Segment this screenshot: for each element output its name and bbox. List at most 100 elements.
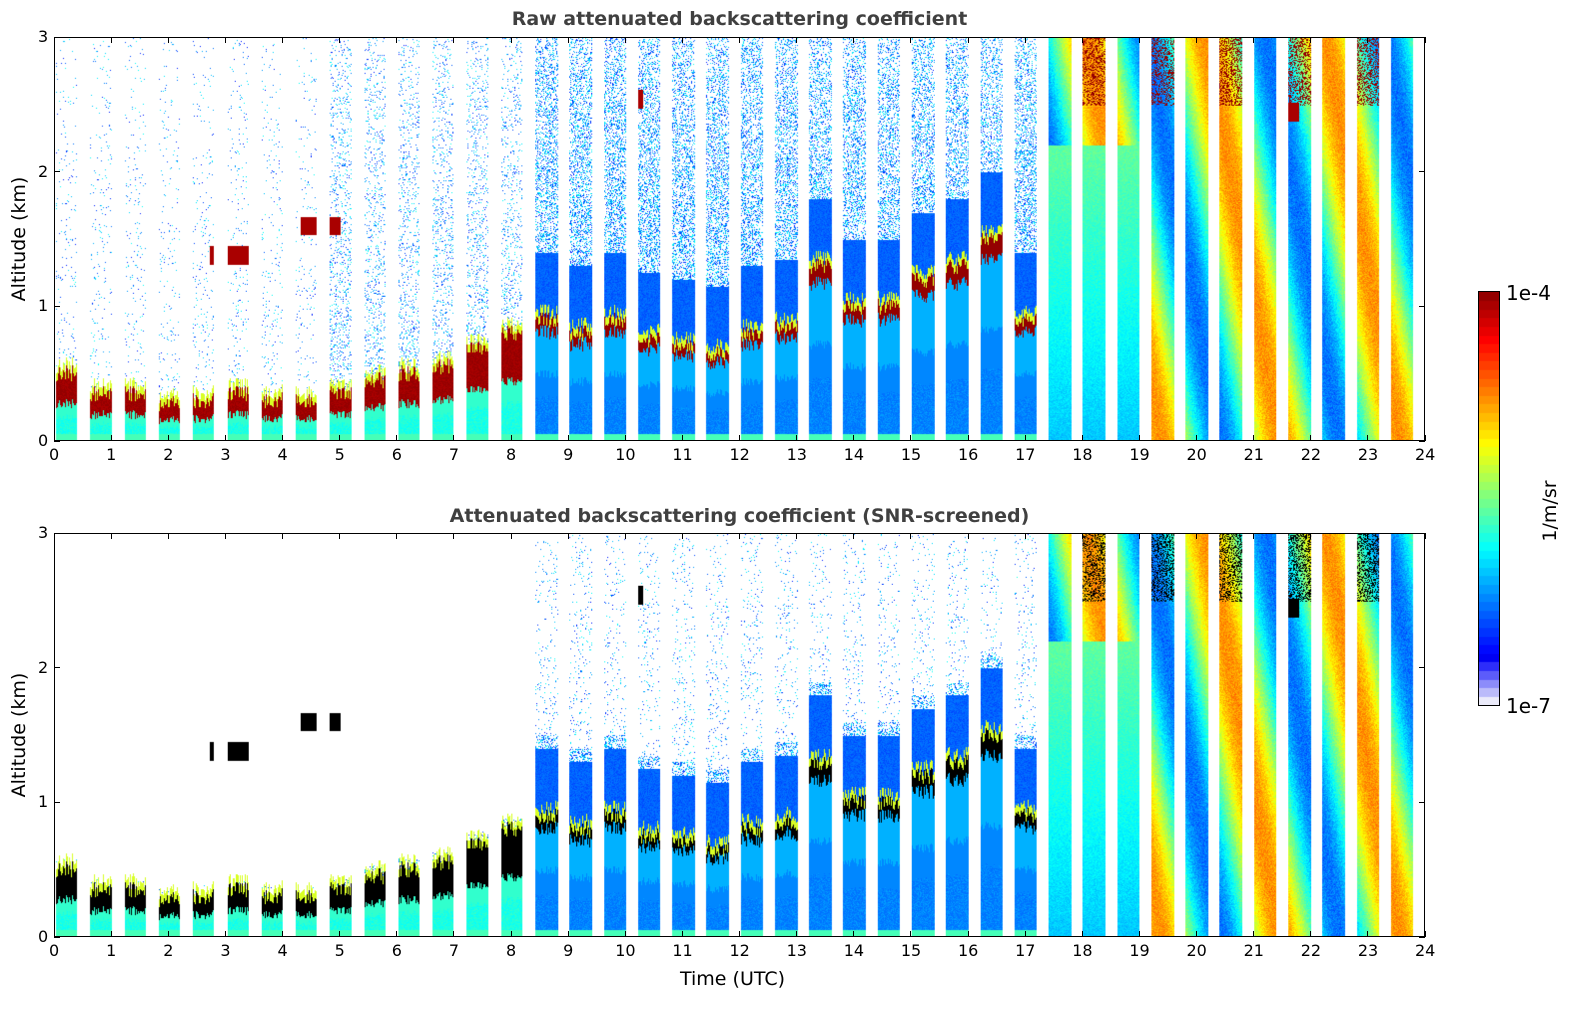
bottom-x-tick-mark — [1253, 931, 1255, 937]
bottom-x-tick-mark — [796, 533, 798, 539]
bottom-y-tick-label: 3 — [38, 523, 49, 542]
top-x-tick-label: 21 — [1243, 445, 1264, 464]
top-y-tick-label: 2 — [38, 161, 49, 181]
bottom-y-tick-mark — [1419, 532, 1425, 534]
top-x-tick-mark — [224, 37, 226, 43]
top-y-tick-mark — [1419, 171, 1425, 173]
top-y-tick-mark — [1419, 36, 1425, 38]
top-x-tick-mark — [396, 435, 398, 441]
x-axis-label: Time (UTC) — [680, 968, 786, 990]
top-y-axis-label: Altitude (km) — [8, 176, 30, 302]
bottom-x-tick-mark — [110, 931, 112, 937]
top-x-tick-mark — [396, 37, 398, 43]
top-x-tick-label: 0 — [49, 445, 60, 464]
top-panel-plot-area — [54, 37, 1425, 441]
bottom-x-tick-label: 13 — [786, 941, 807, 960]
top-x-tick-mark — [910, 37, 912, 43]
top-x-tick-mark — [53, 37, 55, 43]
bottom-x-tick-label: 10 — [615, 941, 636, 960]
bottom-x-tick-label: 16 — [958, 941, 979, 960]
bottom-x-tick-mark — [1196, 931, 1197, 937]
top-x-tick-label: 11 — [672, 445, 693, 464]
bottom-x-tick-label: 5 — [334, 941, 345, 960]
bottom-x-tick-mark — [796, 931, 798, 937]
bottom-x-tick-label: 2 — [163, 941, 174, 960]
bottom-x-tick-mark — [967, 533, 969, 539]
bottom-heatmap — [55, 534, 1424, 936]
bottom-x-tick-mark — [739, 931, 740, 937]
bottom-x-tick-mark — [681, 533, 683, 539]
bottom-x-tick-label: 6 — [391, 941, 402, 960]
top-x-tick-mark — [1253, 37, 1255, 43]
top-x-tick-mark — [1310, 37, 1312, 43]
bottom-x-tick-label: 24 — [1415, 941, 1436, 960]
top-x-tick-mark — [110, 37, 112, 43]
bottom-x-tick-mark — [1138, 533, 1140, 539]
top-x-tick-label: 18 — [1072, 445, 1093, 464]
bottom-x-tick-mark — [1367, 931, 1369, 937]
bottom-y-tick-label: 1 — [38, 792, 49, 812]
top-x-tick-label: 22 — [1300, 445, 1322, 464]
bottom-x-tick-mark — [339, 533, 341, 539]
top-x-tick-mark — [167, 435, 169, 441]
top-x-tick-mark — [1196, 435, 1197, 441]
top-x-tick-mark — [1138, 435, 1140, 441]
bottom-x-tick-label: 1 — [106, 941, 117, 960]
top-x-tick-mark — [1196, 37, 1197, 43]
top-x-tick-mark — [967, 37, 969, 43]
bottom-y-tick-mark — [54, 667, 60, 669]
bottom-x-tick-label: 8 — [506, 941, 517, 960]
bottom-x-tick-mark — [1310, 931, 1312, 937]
top-x-tick-label: 15 — [900, 445, 922, 464]
top-x-tick-label: 13 — [786, 445, 807, 464]
top-y-tick-mark — [1419, 305, 1425, 307]
bottom-y-tick-mark — [1419, 801, 1425, 803]
bottom-x-tick-mark — [1424, 533, 1426, 539]
top-x-tick-mark — [282, 435, 283, 441]
top-x-tick-label: 7 — [448, 445, 460, 464]
bottom-x-tick-mark — [53, 533, 55, 539]
top-x-tick-label: 17 — [1015, 445, 1036, 464]
bottom-x-tick-label: 23 — [1357, 941, 1379, 960]
bottom-x-tick-mark — [1024, 931, 1026, 937]
top-y-tick-label: 0 — [38, 431, 49, 450]
top-x-tick-mark — [1253, 435, 1255, 441]
bottom-x-tick-mark — [510, 533, 512, 539]
bottom-x-tick-mark — [167, 931, 169, 937]
top-y-tick-mark — [54, 36, 60, 38]
bottom-x-tick-mark — [624, 533, 626, 539]
bottom-x-tick-mark — [1081, 931, 1083, 937]
bottom-x-tick-mark — [624, 931, 626, 937]
top-x-tick-mark — [339, 435, 341, 441]
bottom-x-tick-mark — [853, 931, 855, 937]
top-x-tick-mark — [967, 435, 969, 441]
top-x-tick-mark — [1081, 37, 1083, 43]
bottom-x-tick-label: 11 — [672, 941, 693, 960]
bottom-y-tick-label: 0 — [38, 927, 49, 946]
bottom-x-tick-mark — [567, 931, 569, 937]
top-x-tick-mark — [567, 435, 569, 441]
top-x-tick-mark — [1424, 435, 1426, 441]
bottom-x-tick-mark — [339, 931, 341, 937]
top-x-tick-label: 2 — [163, 445, 174, 464]
bottom-x-tick-label: 9 — [563, 941, 574, 960]
colorbar-min-label: 1e-7 — [1506, 694, 1551, 718]
top-x-tick-label: 4 — [277, 445, 288, 464]
top-x-tick-label: 23 — [1357, 445, 1379, 464]
top-x-tick-mark — [739, 37, 740, 43]
top-x-tick-mark — [1024, 37, 1026, 43]
top-y-tick-label: 1 — [38, 296, 49, 316]
top-x-tick-mark — [110, 435, 112, 441]
top-x-tick-mark — [739, 435, 740, 441]
bottom-x-tick-mark — [853, 533, 855, 539]
top-panel-title: Raw attenuated backscattering coefficien… — [511, 8, 968, 30]
bottom-x-tick-label: 20 — [1186, 941, 1207, 960]
bottom-y-tick-mark — [54, 532, 60, 534]
bottom-panel-plot-area — [54, 533, 1425, 937]
top-x-tick-mark — [453, 37, 455, 43]
top-y-tick-mark — [54, 305, 60, 307]
bottom-x-tick-label: 17 — [1015, 941, 1036, 960]
bottom-x-tick-mark — [910, 533, 912, 539]
top-x-tick-label: 20 — [1186, 445, 1207, 464]
top-y-tick-label: 3 — [38, 27, 49, 46]
